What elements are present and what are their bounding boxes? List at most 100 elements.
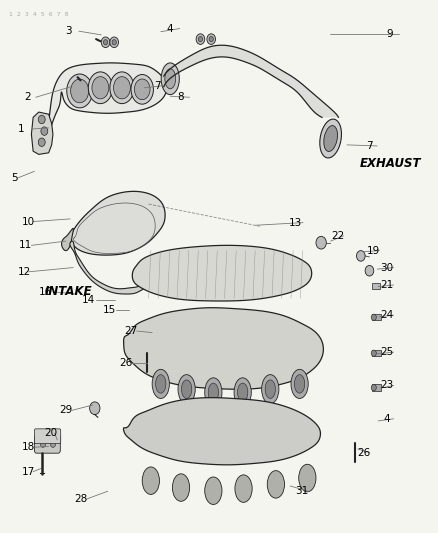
Circle shape <box>208 36 213 42</box>
Ellipse shape <box>234 475 251 503</box>
FancyBboxPatch shape <box>34 429 60 443</box>
Polygon shape <box>132 245 311 301</box>
Circle shape <box>198 36 202 42</box>
Ellipse shape <box>161 63 179 95</box>
Circle shape <box>370 384 375 391</box>
Polygon shape <box>67 191 165 255</box>
Ellipse shape <box>131 75 153 104</box>
Polygon shape <box>70 241 148 294</box>
Circle shape <box>370 350 375 357</box>
Text: 4: 4 <box>166 23 173 34</box>
Ellipse shape <box>67 74 92 108</box>
Circle shape <box>196 34 204 44</box>
Text: 16: 16 <box>39 287 52 297</box>
Circle shape <box>40 441 46 447</box>
Ellipse shape <box>233 378 251 407</box>
Text: 2: 2 <box>25 92 31 102</box>
Ellipse shape <box>319 119 341 158</box>
Text: 23: 23 <box>379 381 392 391</box>
Ellipse shape <box>134 79 150 100</box>
Ellipse shape <box>265 380 275 399</box>
Ellipse shape <box>204 477 222 504</box>
Circle shape <box>89 402 100 415</box>
Circle shape <box>50 441 56 447</box>
Polygon shape <box>163 45 338 117</box>
Text: 10: 10 <box>21 216 35 227</box>
Text: 1: 1 <box>18 124 25 134</box>
Ellipse shape <box>71 79 88 103</box>
FancyBboxPatch shape <box>34 435 60 453</box>
Ellipse shape <box>113 77 130 99</box>
Ellipse shape <box>152 369 169 399</box>
Polygon shape <box>61 228 73 251</box>
Text: 21: 21 <box>379 280 392 290</box>
Ellipse shape <box>267 471 284 498</box>
Text: 14: 14 <box>81 295 95 305</box>
Ellipse shape <box>165 69 175 89</box>
Circle shape <box>370 314 375 320</box>
Circle shape <box>41 127 48 135</box>
Text: 11: 11 <box>19 240 32 251</box>
Ellipse shape <box>177 375 195 403</box>
Text: 27: 27 <box>124 326 137 336</box>
Circle shape <box>110 37 118 47</box>
Text: 28: 28 <box>74 494 87 504</box>
Text: 15: 15 <box>102 305 115 315</box>
Polygon shape <box>123 398 320 465</box>
Circle shape <box>356 251 364 261</box>
Polygon shape <box>47 63 166 145</box>
Text: 17: 17 <box>22 467 35 477</box>
Ellipse shape <box>155 375 166 393</box>
Circle shape <box>364 265 373 276</box>
Text: 7: 7 <box>365 141 372 151</box>
Circle shape <box>206 34 215 44</box>
Circle shape <box>103 39 107 45</box>
Text: 1  2  3  4  5  6  7  8: 1 2 3 4 5 6 7 8 <box>8 12 68 17</box>
Text: 18: 18 <box>21 442 35 453</box>
Ellipse shape <box>323 126 337 151</box>
Polygon shape <box>32 112 53 155</box>
Ellipse shape <box>261 375 278 403</box>
Ellipse shape <box>290 369 307 399</box>
Text: EXHAUST: EXHAUST <box>359 157 420 170</box>
Text: 13: 13 <box>288 217 301 228</box>
Text: 9: 9 <box>386 29 392 39</box>
Text: 3: 3 <box>65 26 72 36</box>
Text: 26: 26 <box>120 358 133 368</box>
Text: 25: 25 <box>379 347 392 357</box>
Text: 12: 12 <box>18 267 31 277</box>
Bar <box>371 384 380 391</box>
Bar <box>371 350 380 357</box>
Ellipse shape <box>298 464 315 492</box>
Text: 30: 30 <box>379 263 392 272</box>
Ellipse shape <box>110 72 134 103</box>
Text: 7: 7 <box>154 80 160 91</box>
Text: 29: 29 <box>59 405 72 415</box>
Ellipse shape <box>142 467 159 495</box>
Ellipse shape <box>204 378 222 407</box>
Circle shape <box>101 37 110 47</box>
Circle shape <box>315 236 325 249</box>
Text: 31: 31 <box>294 486 307 496</box>
Text: 4: 4 <box>382 414 389 424</box>
Text: 22: 22 <box>330 231 343 241</box>
Text: 20: 20 <box>44 428 57 438</box>
Ellipse shape <box>237 383 247 402</box>
Ellipse shape <box>172 474 189 502</box>
Polygon shape <box>124 308 323 389</box>
Text: 19: 19 <box>366 246 379 256</box>
Bar <box>371 284 379 289</box>
Ellipse shape <box>92 77 109 99</box>
Ellipse shape <box>88 72 112 103</box>
Text: 26: 26 <box>356 448 369 458</box>
Text: 5: 5 <box>11 173 18 183</box>
Circle shape <box>38 138 45 147</box>
Ellipse shape <box>181 380 191 399</box>
Ellipse shape <box>208 383 218 402</box>
Bar <box>371 314 380 320</box>
Text: 8: 8 <box>177 92 184 102</box>
Circle shape <box>38 115 45 124</box>
Text: 24: 24 <box>379 310 392 320</box>
Circle shape <box>112 39 116 45</box>
Text: INTAKE: INTAKE <box>44 285 92 298</box>
